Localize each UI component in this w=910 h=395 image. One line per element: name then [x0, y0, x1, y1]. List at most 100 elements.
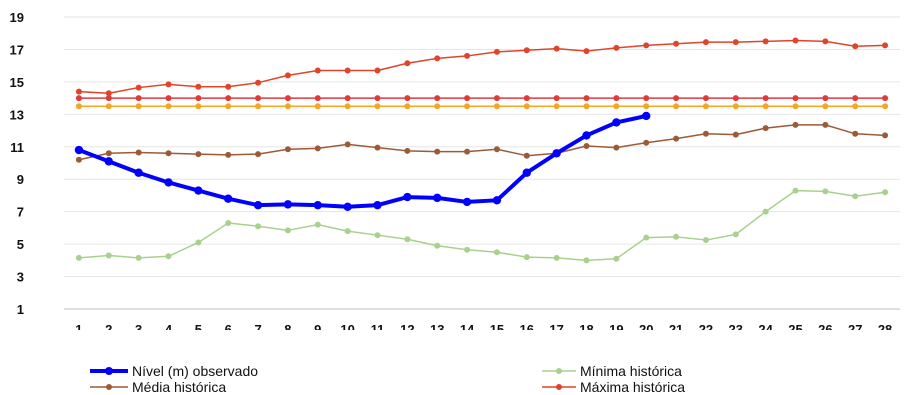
data-point — [613, 103, 620, 110]
data-point — [732, 131, 739, 138]
data-point — [195, 103, 202, 110]
data-point — [852, 130, 859, 137]
data-point — [135, 254, 142, 261]
data-point — [464, 103, 471, 110]
legend-marker-maximum — [542, 384, 576, 390]
data-point — [195, 95, 202, 102]
data-point — [225, 220, 232, 227]
data-point — [642, 111, 651, 121]
data-point — [882, 132, 889, 139]
series-lines — [74, 37, 889, 264]
data-point — [583, 95, 590, 102]
series-line — [78, 39, 886, 94]
data-point — [314, 221, 321, 228]
data-point — [792, 121, 799, 128]
data-point — [464, 52, 471, 59]
data-point — [75, 254, 82, 261]
data-point — [255, 151, 262, 158]
y-tick-label: 7 — [17, 205, 24, 220]
legend-label-maximum: Máxima histórica — [580, 379, 686, 395]
series-1 — [75, 187, 889, 264]
x-tick-label: 14 — [460, 322, 475, 330]
data-point — [164, 178, 173, 187]
data-point — [493, 146, 500, 153]
data-point — [105, 90, 112, 97]
legend-label-observed: Nível (m) observado — [132, 363, 259, 379]
x-tick-label: 21 — [669, 322, 683, 330]
data-point — [195, 239, 202, 246]
data-point — [403, 192, 412, 202]
x-tick-label: 11 — [371, 322, 385, 330]
data-point — [613, 255, 620, 262]
data-point — [762, 208, 769, 215]
legend-item-observed: Nível (m) observado — [88, 363, 258, 379]
y-tick-label: 9 — [17, 172, 24, 187]
data-point — [374, 144, 381, 151]
data-point — [553, 103, 560, 110]
y-tick-label: 1 — [17, 302, 24, 317]
series-2 — [75, 121, 889, 163]
data-point — [852, 95, 859, 102]
data-point — [434, 95, 441, 102]
data-point — [255, 223, 262, 230]
x-tick-label: 28 — [878, 322, 892, 330]
data-point — [434, 148, 441, 155]
data-point — [673, 95, 680, 102]
series-5 — [75, 103, 889, 110]
data-point — [344, 228, 351, 235]
data-point — [344, 103, 351, 110]
data-point — [493, 249, 500, 256]
y-tick-label: 13 — [10, 107, 24, 122]
legend-marker-mean — [90, 384, 128, 390]
data-point — [673, 233, 680, 240]
series-0 — [74, 111, 651, 211]
data-point — [134, 168, 143, 177]
data-point — [314, 103, 321, 110]
x-tick-label: 3 — [135, 322, 142, 330]
data-point — [255, 95, 262, 102]
data-point — [522, 168, 531, 177]
data-point — [492, 196, 502, 205]
series-4 — [75, 95, 889, 102]
x-tick-label: 17 — [549, 322, 563, 330]
y-tick-label: 11 — [10, 140, 24, 155]
data-point — [464, 148, 471, 155]
x-tick-label: 2 — [105, 322, 112, 330]
data-point — [224, 194, 233, 203]
x-tick-label: 18 — [579, 322, 593, 330]
data-point — [194, 186, 203, 195]
data-point — [165, 81, 172, 88]
data-point — [314, 95, 321, 102]
data-point — [643, 95, 650, 102]
data-point — [852, 103, 859, 110]
legend-item-maximum: Máxima histórica — [540, 379, 685, 395]
data-point — [74, 145, 84, 155]
y-tick-label: 19 — [10, 10, 24, 25]
data-point — [225, 83, 232, 90]
data-point — [582, 131, 591, 140]
series-3 — [75, 37, 889, 97]
data-point — [493, 103, 500, 110]
data-point — [613, 95, 620, 102]
data-point — [673, 103, 680, 110]
series-line — [78, 124, 886, 161]
data-point — [464, 95, 471, 102]
data-point — [314, 67, 321, 74]
data-point — [822, 38, 829, 45]
data-point — [343, 202, 352, 211]
x-tick-label: 27 — [848, 322, 862, 330]
data-point — [643, 234, 650, 241]
data-point — [462, 197, 472, 207]
data-point — [852, 43, 859, 50]
x-tick-label: 5 — [195, 322, 202, 330]
data-point — [135, 149, 142, 156]
data-point — [165, 150, 172, 157]
data-point — [104, 157, 113, 166]
data-point — [434, 55, 441, 62]
data-point — [195, 83, 202, 90]
x-tick-label: 6 — [225, 322, 232, 330]
y-tick-label: 5 — [17, 237, 24, 252]
data-point — [284, 72, 291, 79]
data-point — [643, 103, 650, 110]
